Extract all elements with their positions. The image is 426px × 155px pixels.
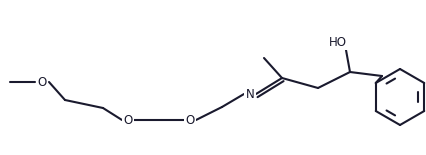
Text: O: O xyxy=(185,113,195,126)
Text: HO: HO xyxy=(329,35,347,49)
Text: O: O xyxy=(37,75,46,89)
Text: N: N xyxy=(246,88,254,100)
Text: O: O xyxy=(124,113,132,126)
